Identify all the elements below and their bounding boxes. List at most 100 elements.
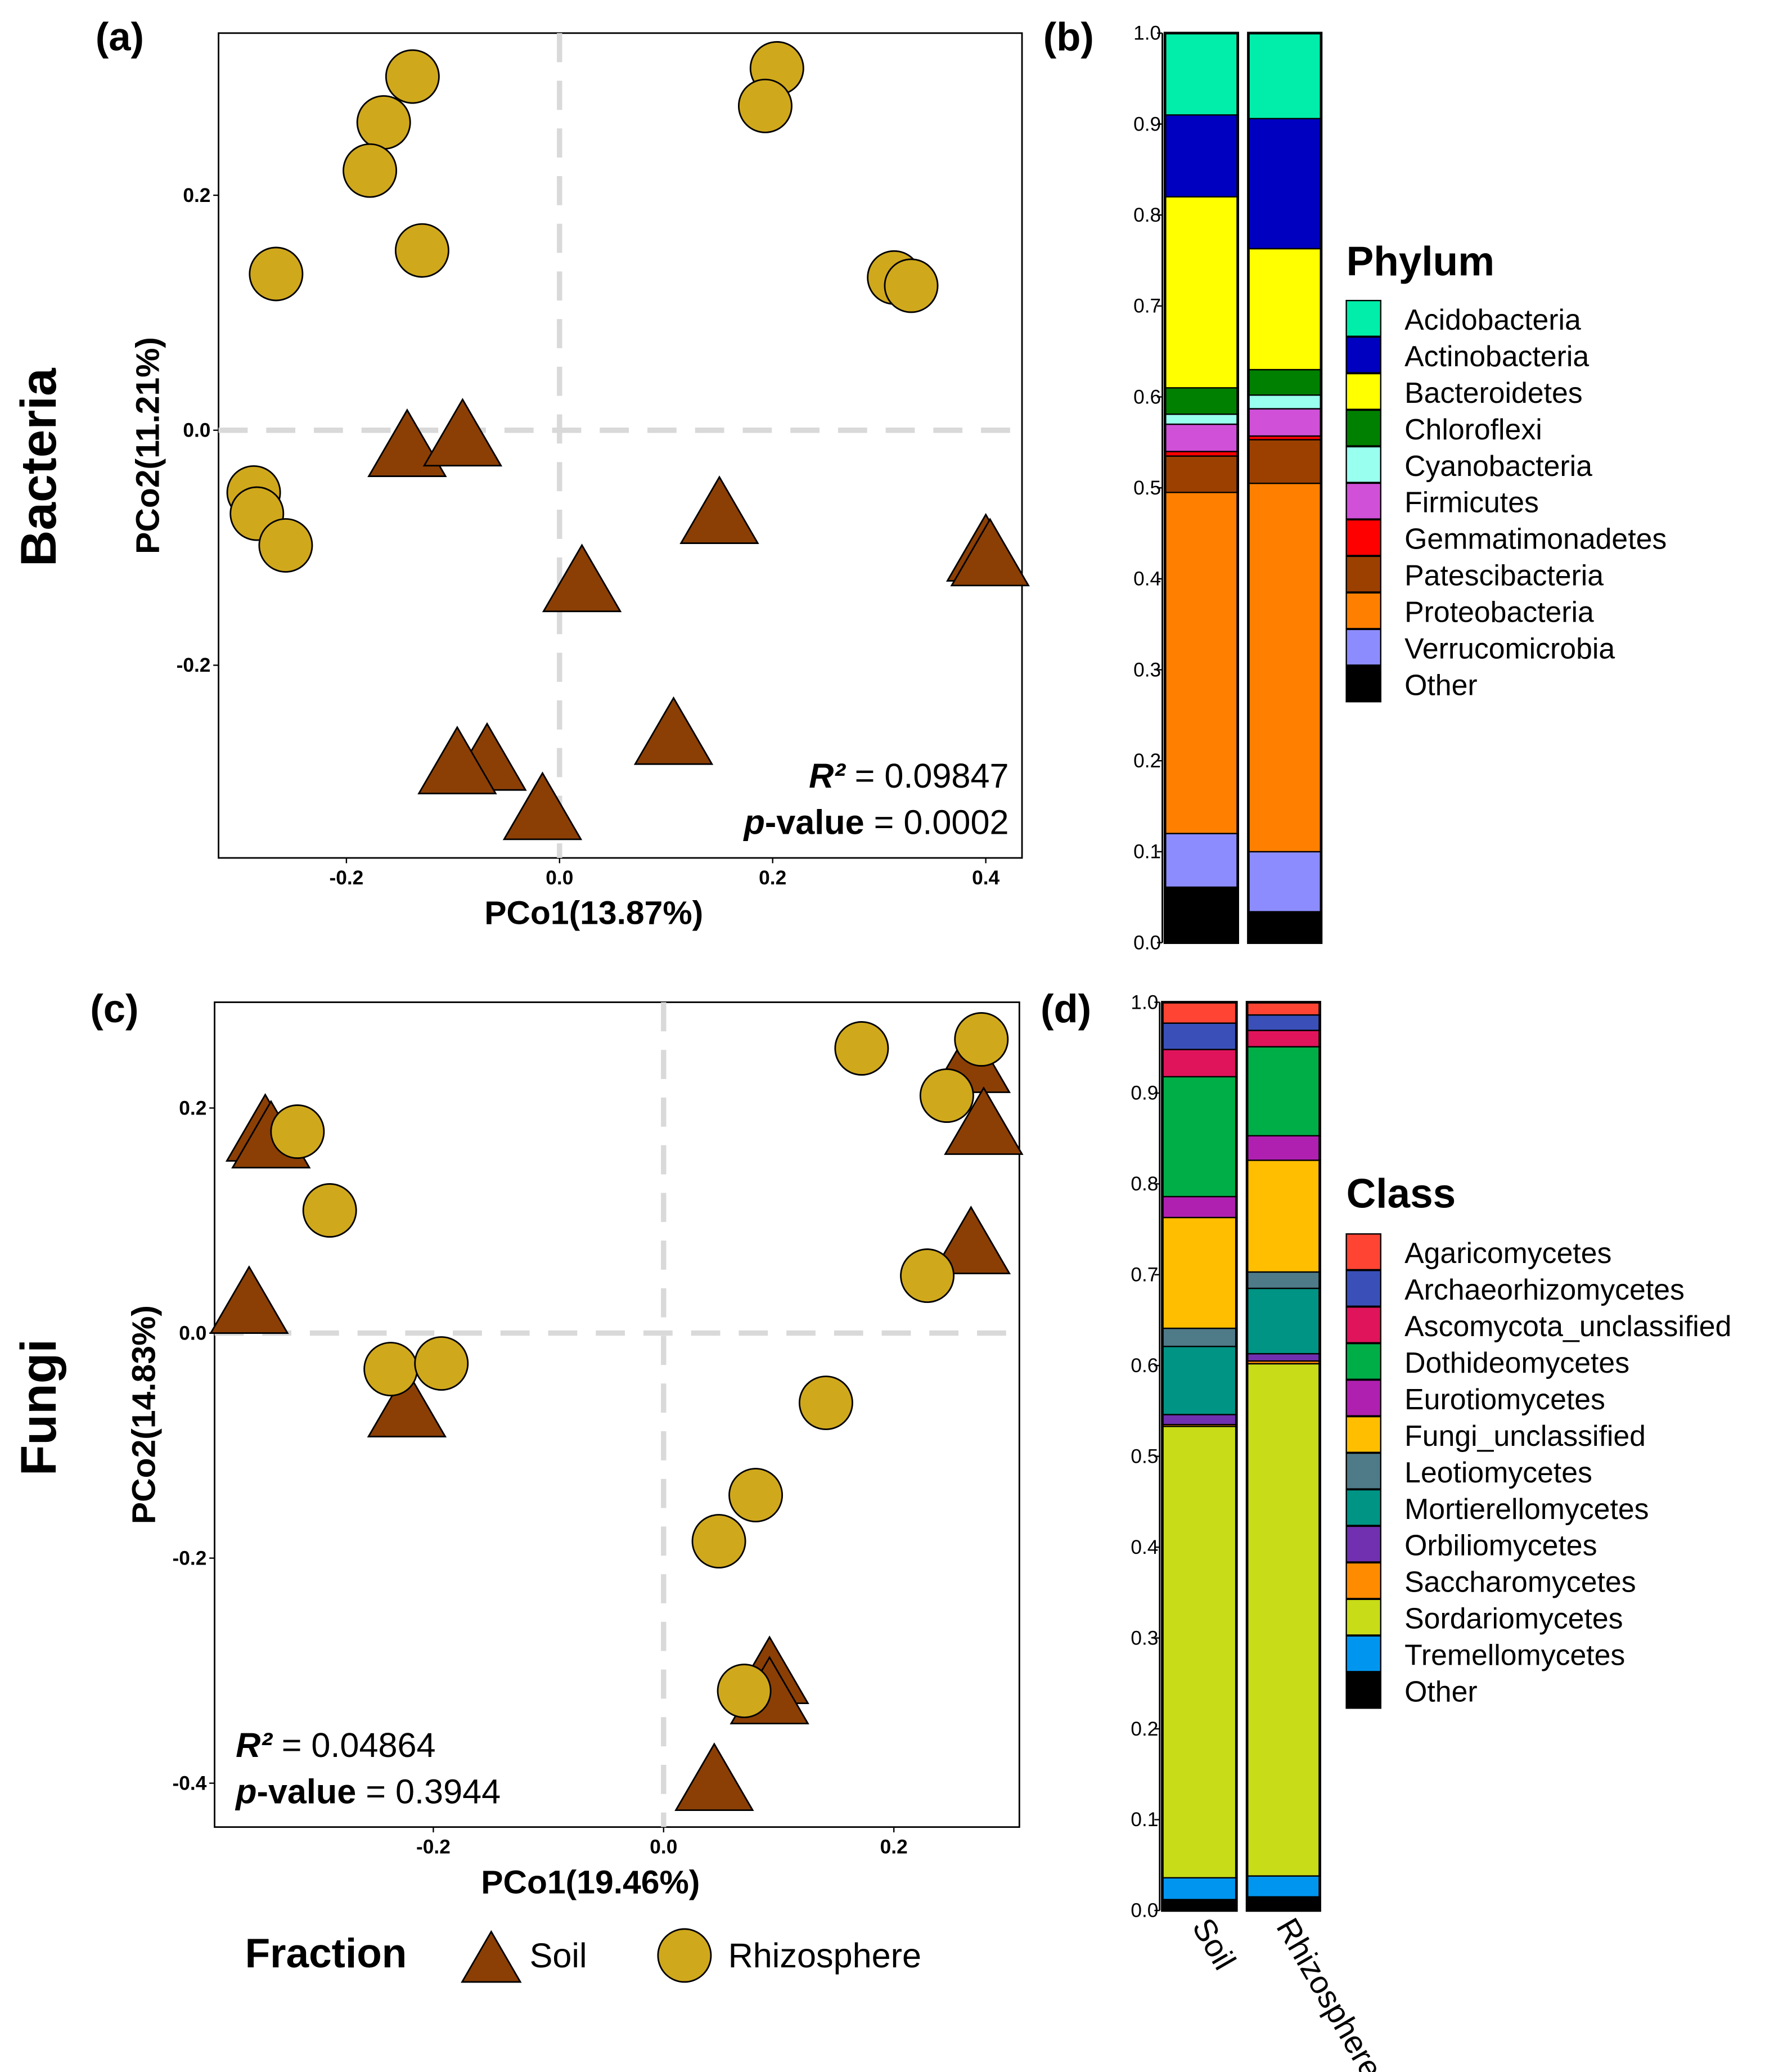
point-soil xyxy=(679,475,759,544)
y-tick-label: 0.0 xyxy=(1133,932,1161,954)
bar-segment-firmicutes xyxy=(1248,408,1322,437)
legend-item: Sordariomycetes xyxy=(1404,1602,1623,1635)
x-tick-label: 0.4 xyxy=(972,867,999,889)
r-squared-stat: R² = 0.04864 xyxy=(236,1726,435,1764)
point-soil xyxy=(209,1265,289,1334)
panel-a: -0.2 0.0 0.2 0.4 -0.2 0.0 0.2 PCo1(13.87%) PCo2(… xyxy=(130,32,1030,932)
bar-segment-tremellomycetes xyxy=(1161,1877,1237,1900)
point-rhizosphere xyxy=(343,143,398,198)
y-tick-label: 0.5 xyxy=(1131,1445,1158,1467)
y-tick-label: 0.7 xyxy=(1131,1264,1158,1286)
bar-segment-ascomycota_unclassified xyxy=(1161,1049,1237,1078)
point-rhizosphere xyxy=(900,1248,955,1304)
legend-item: Patescibacteria xyxy=(1404,559,1604,592)
bar-segment-proteobacteria xyxy=(1248,482,1322,853)
panel-label-a: (a) xyxy=(96,14,144,59)
bar-segment-chloroflexi xyxy=(1164,387,1239,415)
panel-d: 0.0 0.1 0.2 0.3 0.4 0.5 0.6 0.7 0.8 0.9 1.0 Soil Rhi… xyxy=(1131,991,1731,2072)
y-tick-label: 0.9 xyxy=(1131,1082,1158,1104)
legend-item: Orbiliomycetes xyxy=(1404,1529,1597,1562)
legend-item: Agaricomycetes xyxy=(1404,1237,1611,1269)
point-soil xyxy=(542,543,622,613)
p-value: = 0.0002 xyxy=(865,803,1009,842)
y-axis-title: PCo2(11.21%) xyxy=(130,337,166,554)
bar-segment-mortierellomycetes xyxy=(1246,1287,1321,1355)
y-tick-label: -0.2 xyxy=(177,654,211,676)
point-rhizosphere xyxy=(919,1068,974,1123)
point-soil xyxy=(931,1206,1011,1274)
bar-outline xyxy=(1247,32,1323,944)
point-soil xyxy=(674,1742,754,1812)
legend-key-cyanobacteria-icon xyxy=(1345,446,1381,483)
legend-item: Eurotiomycetes xyxy=(1404,1383,1605,1415)
point-rhizosphere xyxy=(385,49,440,104)
legend-key-other-icon xyxy=(1345,1671,1381,1709)
legend-key-fungi_unclassified-icon xyxy=(1345,1415,1381,1453)
legend-item: Bacteroidetes xyxy=(1404,376,1583,409)
bar-segment-eurotiomycetes xyxy=(1161,1195,1237,1219)
bar-segment-dothideomycetes xyxy=(1161,1076,1237,1198)
legend-item: Saccharomycetes xyxy=(1404,1566,1636,1598)
legend-item: Actinobacteria xyxy=(1404,340,1589,372)
bar-segment-other xyxy=(1164,886,1239,943)
point-rhizosphere xyxy=(691,1514,746,1569)
row-label-bacteria: Bacteria xyxy=(10,367,66,567)
legend-item: Other xyxy=(1404,1675,1477,1708)
legend-item: Tremellomycetes xyxy=(1404,1639,1625,1671)
row-label-fungi: Fungi xyxy=(10,1339,66,1476)
bar-segment-fungi_unclassified xyxy=(1246,1159,1321,1273)
bar-segment-archaeorhizomycetes xyxy=(1161,1022,1237,1050)
y-tick-label: -0.2 xyxy=(173,1547,207,1569)
bar-segment-leotiomycetes xyxy=(1161,1327,1237,1347)
panel-label-c: (c) xyxy=(90,986,138,1031)
point-rhizosphere xyxy=(728,1468,784,1523)
x-tick-label: 0.2 xyxy=(880,1836,908,1858)
bar-segment-orbiliomycetes xyxy=(1161,1414,1237,1426)
panel-label-d: (d) xyxy=(1041,986,1091,1031)
rhizosphere-circle-key-icon xyxy=(657,1928,712,1983)
x-tick-label: -0.2 xyxy=(329,867,363,889)
x-axis-title: PCo1(13.87%) xyxy=(484,895,703,932)
y-tick-label: 0.9 xyxy=(1133,113,1161,135)
y-tick-label: 0.1 xyxy=(1133,841,1161,863)
bar-segment-verrucomicrobia xyxy=(1164,833,1239,888)
legend-item: Archaeorhizomycetes xyxy=(1404,1273,1685,1306)
legend-item: Firmicutes xyxy=(1404,486,1539,519)
bar-segment-sordariomycetes xyxy=(1246,1363,1321,1877)
point-soil xyxy=(633,696,714,765)
y-axis-title: PCo2(14.83%) xyxy=(126,1305,163,1524)
legend-item: Leotiomycetes xyxy=(1404,1456,1592,1489)
bar-segment-acidobacteria xyxy=(1248,32,1322,119)
bar-segment-bacteroidetes xyxy=(1164,196,1239,389)
legend-item: Other xyxy=(1404,669,1477,702)
panel-b: 0.0 0.1 0.2 0.3 0.4 0.5 0.6 0.7 0.8 0.9 1.0 Phylum A… xyxy=(1133,23,1667,954)
point-rhizosphere xyxy=(270,1104,325,1159)
point-soil xyxy=(367,408,447,477)
point-soil xyxy=(502,771,583,841)
point-soil xyxy=(950,518,1030,587)
fraction-legend-soil: Soil xyxy=(530,1936,587,1975)
bar-outline xyxy=(1161,1001,1238,1912)
plot-frame xyxy=(218,32,1023,859)
bar-segment-agaricomycetes xyxy=(1246,1001,1321,1016)
legend-item: Verrucomicrobia xyxy=(1404,632,1615,665)
legend-item: Gemmatimonadetes xyxy=(1404,523,1667,555)
legend-key-actinobacteria-icon xyxy=(1345,336,1381,374)
legend-key-gemmatimonadetes-icon xyxy=(1345,519,1381,556)
legend-key-saccharomycetes-icon xyxy=(1345,1562,1381,1599)
y-tick-label: 0.0 xyxy=(1131,1900,1158,1922)
bar-segment-bacteroidetes xyxy=(1248,248,1322,371)
legend-title: Phylum xyxy=(1347,239,1494,284)
point-rhizosphere xyxy=(249,246,304,302)
bar-segment-firmicutes xyxy=(1164,423,1239,452)
x-tick-label: 0.0 xyxy=(650,1836,677,1858)
x-tick-label-soil: Soil xyxy=(1186,1912,1243,1976)
y-tick-label: 0.6 xyxy=(1131,1355,1158,1377)
p-suffix: -value xyxy=(765,803,865,842)
legend-key-bacteroidetes-icon xyxy=(1345,372,1381,410)
y-tick-label: 0.7 xyxy=(1133,295,1161,317)
x-tick-label: -0.2 xyxy=(416,1836,451,1858)
legend-key-leotiomycetes-icon xyxy=(1345,1452,1381,1490)
legend-key-mortierellomycetes-icon xyxy=(1345,1489,1381,1526)
